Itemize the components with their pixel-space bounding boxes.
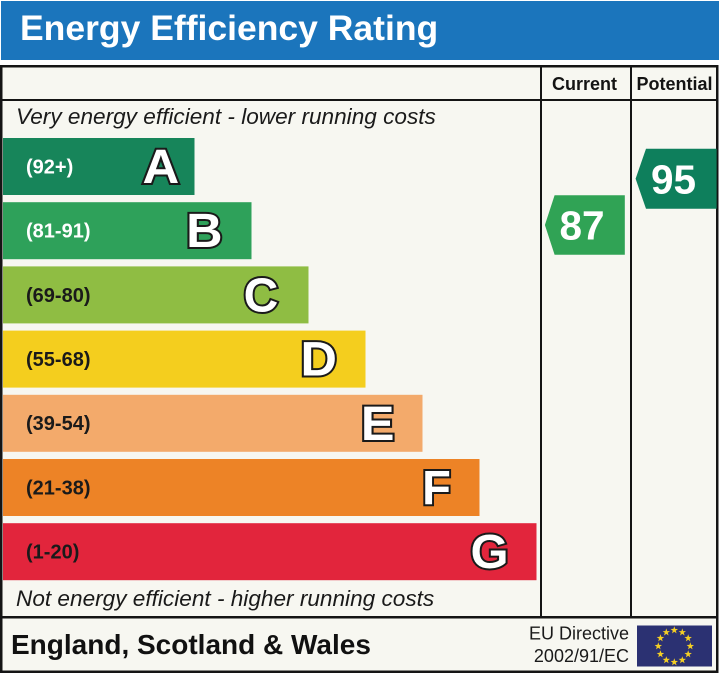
svg-text:Current: Current [552, 74, 617, 94]
svg-text:D: D [300, 333, 336, 387]
svg-text:(1-20): (1-20) [26, 542, 79, 564]
svg-text:Very energy efficient - lower: Very energy efficient - lower running co… [16, 104, 436, 129]
svg-text:2002/91/EC: 2002/91/EC [534, 646, 629, 666]
svg-text:(21-38): (21-38) [26, 477, 90, 499]
svg-text:F: F [422, 462, 451, 516]
svg-text:C: C [244, 269, 279, 322]
svg-text:87: 87 [559, 203, 604, 249]
svg-text:Energy Efficiency Rating: Energy Efficiency Rating [20, 8, 438, 48]
svg-text:E: E [361, 397, 395, 451]
svg-text:B: B [186, 204, 222, 258]
svg-text:(92+): (92+) [26, 156, 73, 178]
svg-text:95: 95 [651, 156, 696, 202]
svg-text:G: G [470, 526, 508, 579]
svg-text:(55-68): (55-68) [26, 349, 90, 371]
svg-text:Potential: Potential [636, 74, 712, 94]
svg-text:Not energy efficient - higher: Not energy efficient - higher running co… [16, 586, 434, 611]
svg-text:A: A [143, 140, 180, 193]
svg-text:(69-80): (69-80) [26, 285, 90, 307]
svg-text:EU Directive: EU Directive [529, 624, 629, 644]
svg-text:(81-91): (81-91) [26, 221, 90, 243]
svg-text:England, Scotland & Wales: England, Scotland & Wales [11, 629, 371, 660]
svg-text:(39-54): (39-54) [26, 413, 90, 435]
